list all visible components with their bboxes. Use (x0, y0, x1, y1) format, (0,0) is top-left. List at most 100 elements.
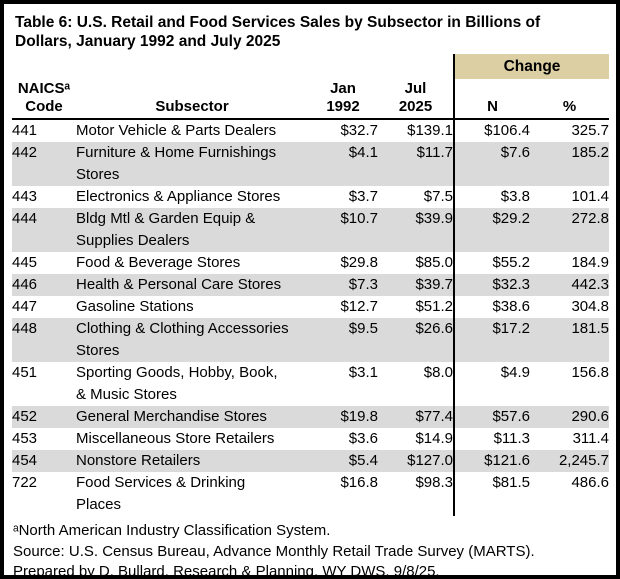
cell-change-pct: 156.8 (571, 364, 609, 381)
cell-subsector: Electronics & Appliance Stores (76, 188, 281, 205)
banner-spacer (12, 54, 454, 79)
footnote-source: Source: U.S. Census Bureau, Advance Mont… (13, 542, 535, 560)
cell-naics-code: 722 (12, 474, 38, 491)
footnote-naics: ᵃNorth American Industry Classification … (13, 522, 331, 539)
cell-subsector: Bldg Mtl & Garden Equip & Supplies Deale… (76, 210, 256, 249)
cell-naics-code: 453 (12, 430, 38, 447)
table-row: 454 Nonstore Retailers $5.4 $127.0 $121.6 2,2… (12, 450, 609, 472)
cell-jan-1992: $3.1 (348, 364, 378, 381)
cell-subsector: Sporting Goods, Hobby, Book, & Music Sto… (76, 364, 278, 403)
cell-change-pct: 304.8 (571, 298, 609, 315)
col-header-naics-code: NAICSᵃ Code (12, 79, 76, 120)
cell-change-n: $29.2 (453, 208, 530, 252)
cell-naics-code: 454 (12, 452, 38, 469)
cell-subsector: Clothing & Clothing Accessories Stores (76, 320, 289, 359)
cell-change-n: $32.3 (453, 274, 530, 296)
cell-naics-code: 448 (12, 320, 38, 337)
cell-jul-2025: $51.2 (415, 298, 453, 315)
cell-naics-code: 447 (12, 298, 38, 315)
cell-change-pct: 325.7 (571, 122, 609, 139)
change-banner: Change (453, 54, 609, 79)
cell-change-n: $17.2 (453, 318, 530, 362)
col-header-change-n: N (453, 79, 530, 120)
cell-jul-2025: $11.7 (416, 144, 453, 161)
cell-jan-1992: $12.7 (340, 298, 378, 315)
cell-jul-2025: $85.0 (415, 254, 453, 271)
cell-change-n: $121.6 (453, 450, 530, 472)
cell-change-pct: 311.4 (572, 430, 609, 447)
table-row: 444 Bldg Mtl & Garden Equip & Supplies De… (12, 208, 609, 252)
cell-change-pct: 442.3 (571, 276, 609, 293)
cell-jan-1992: $7.3 (348, 276, 378, 293)
cell-change-n: $57.6 (453, 406, 530, 428)
cell-jan-1992: $3.7 (348, 188, 378, 205)
cell-change-n: $106.4 (453, 119, 530, 142)
cell-change-pct: 184.9 (571, 254, 609, 271)
table-row: 445 Food & Beverage Stores $29.8 $85.0 $55.2… (12, 252, 609, 274)
col-header-jul-2025: Jul 2025 (378, 79, 454, 120)
cell-naics-code: 443 (12, 188, 38, 205)
table-row: 446 Health & Personal Care Stores $7.3 $39.… (12, 274, 609, 296)
cell-change-n: $4.9 (453, 362, 530, 406)
cell-jul-2025: $14.9 (415, 430, 453, 447)
table-title: Table 6: U.S. Retail and Food Services S… (15, 14, 541, 50)
table-row: 441 Motor Vehicle & Parts Dealers $32.7 $13… (12, 119, 609, 142)
column-header-row: NAICSᵃ Code Subsector Jan 1992 Jul 2025 … (12, 79, 609, 120)
table-row: 453 Miscellaneous Store Retailers $3.6 $14.… (12, 428, 609, 450)
cell-jul-2025: $7.5 (423, 188, 453, 205)
cell-jul-2025: $98.3 (415, 474, 453, 491)
cell-change-pct: 2,245.7 (558, 452, 609, 469)
cell-change-pct: 486.6 (571, 474, 609, 491)
cell-jan-1992: $10.7 (340, 210, 378, 227)
cell-subsector: General Merchandise Stores (76, 408, 267, 425)
cell-subsector: Motor Vehicle & Parts Dealers (76, 122, 277, 139)
cell-naics-code: 452 (12, 408, 38, 425)
cell-jan-1992: $29.8 (340, 254, 378, 271)
cell-change-pct: 101.4 (571, 188, 609, 205)
cell-change-n: $11.3 (453, 428, 530, 450)
cell-subsector: Health & Personal Care Stores (76, 276, 282, 293)
cell-jan-1992: $19.8 (340, 408, 378, 425)
cell-jul-2025: $127.0 (407, 452, 453, 469)
cell-jan-1992: $9.5 (348, 320, 378, 337)
cell-jan-1992: $3.6 (348, 430, 378, 447)
table-body: 441 Motor Vehicle & Parts Dealers $32.7 $13… (12, 119, 609, 516)
cell-jul-2025: $77.4 (415, 408, 453, 425)
cell-jan-1992: $4.1 (348, 144, 378, 161)
sales-table: Change NAICSᵃ Code Subsector Jan 1992 Ju… (12, 54, 609, 516)
cell-naics-code: 451 (12, 364, 38, 381)
change-banner-row: Change (12, 54, 609, 79)
cell-change-n: $55.2 (453, 252, 530, 274)
footnote-prepared: Prepared by D. Bullard, Research & Plann… (13, 563, 440, 579)
cell-subsector: Furniture & Home Furnishings Stores (76, 144, 277, 183)
table-row: 443 Electronics & Appliance Stores $3.7 $7.… (12, 186, 609, 208)
cell-change-pct: 272.8 (571, 210, 609, 227)
cell-naics-code: 446 (12, 276, 38, 293)
cell-jan-1992: $32.7 (340, 122, 378, 139)
table-row: 442 Furniture & Home Furnishings Stores $4… (12, 142, 609, 186)
cell-jul-2025: $8.0 (423, 364, 453, 381)
cell-naics-code: 445 (12, 254, 38, 271)
cell-naics-code: 442 (12, 144, 38, 161)
cell-change-pct: 290.6 (571, 408, 609, 425)
cell-jul-2025: $26.6 (415, 320, 453, 337)
cell-subsector: Food Services & Drinking Places (76, 474, 246, 513)
cell-change-pct: 181.5 (571, 320, 609, 337)
cell-naics-code: 444 (12, 210, 38, 227)
col-header-jan-1992: Jan 1992 (308, 79, 378, 120)
footnotes: ᵃNorth American Industry Classification … (13, 521, 607, 579)
col-header-change-pct: % (530, 79, 609, 120)
cell-change-pct: 185.2 (571, 144, 609, 161)
table-row: 448 Clothing & Clothing Accessories Store… (12, 318, 609, 362)
col-header-subsector: Subsector (76, 79, 308, 120)
cell-change-n: $38.6 (453, 296, 530, 318)
cell-subsector: Food & Beverage Stores (76, 254, 241, 271)
table-row: 722 Food Services & Drinking Places $16.8 $… (12, 472, 609, 516)
cell-jan-1992: $16.8 (340, 474, 378, 491)
cell-subsector: Nonstore Retailers (76, 452, 201, 469)
cell-subsector: Miscellaneous Store Retailers (76, 430, 275, 447)
cell-jan-1992: $5.4 (348, 452, 378, 469)
cell-change-n: $81.5 (453, 472, 530, 516)
cell-naics-code: 441 (12, 122, 38, 139)
